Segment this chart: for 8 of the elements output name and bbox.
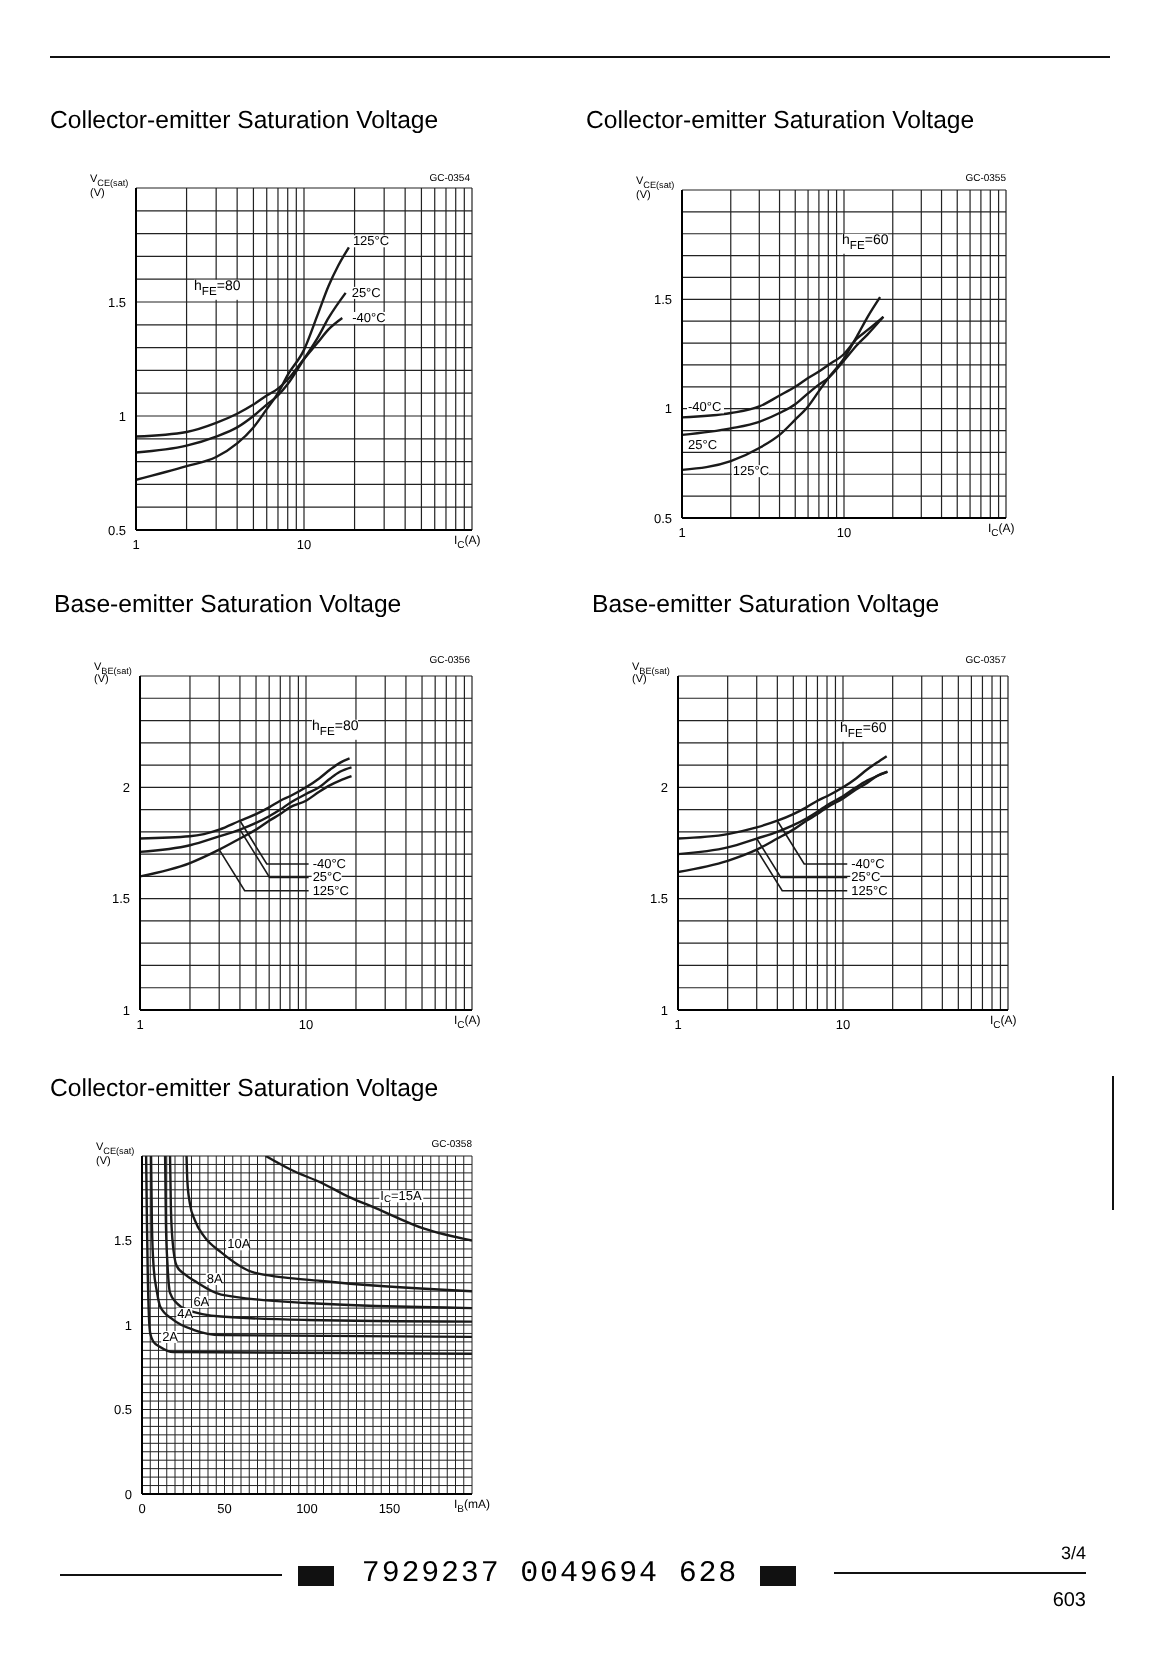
text: 7929237 0049694 628 bbox=[361, 1557, 739, 1591]
text: 603 bbox=[1052, 1590, 1086, 1612]
chart-title: Collector-emitter Saturation Voltage bbox=[50, 106, 439, 136]
chart-title: Collector-emitter Saturation Voltage bbox=[586, 106, 975, 136]
chart-title: Collector-emitter Saturation Voltage bbox=[50, 1074, 439, 1104]
text: 3/4 bbox=[1060, 1543, 1086, 1563]
chart-title: Base-emitter Saturation Voltage bbox=[54, 590, 402, 620]
chart-title: Base-emitter Saturation Voltage bbox=[592, 590, 940, 620]
